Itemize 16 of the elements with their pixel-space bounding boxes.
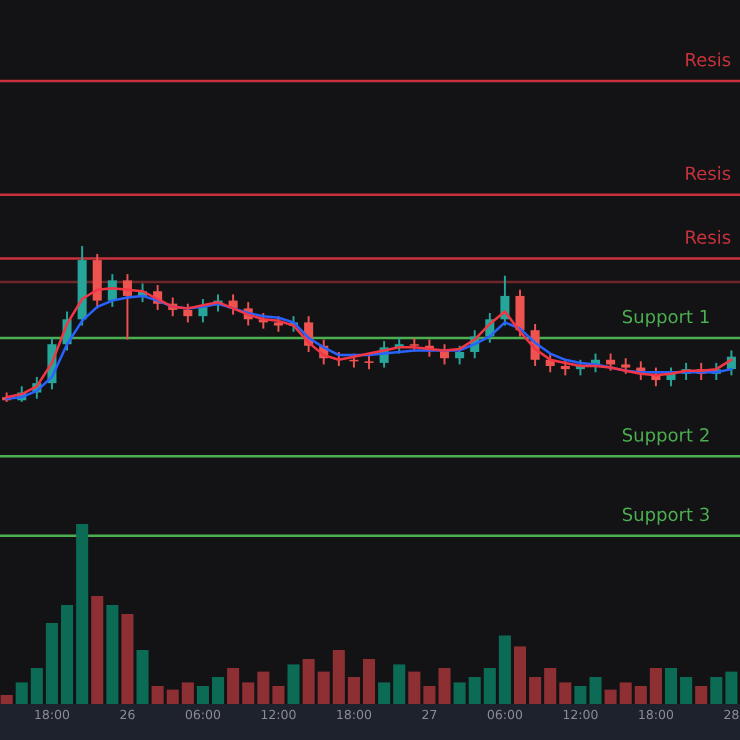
ref-line-label: Support 1 — [622, 309, 709, 327]
bar — [91, 596, 104, 704]
ref-line-label: Resis — [686, 229, 731, 244]
ref-line-label: Resis — [686, 52, 731, 67]
ref-line-label: Support 3 — [622, 507, 709, 525]
ref-line-label: Support 2 — [622, 428, 709, 446]
bar — [0, 695, 13, 704]
ref-line-label: Resis — [686, 166, 731, 181]
bar — [121, 614, 134, 704]
bar — [695, 686, 708, 704]
bar — [106, 605, 119, 704]
candlestick — [92, 252, 102, 310]
candlestick — [455, 344, 465, 366]
candlestick — [666, 366, 676, 388]
bar — [136, 650, 149, 704]
bar — [287, 664, 300, 704]
